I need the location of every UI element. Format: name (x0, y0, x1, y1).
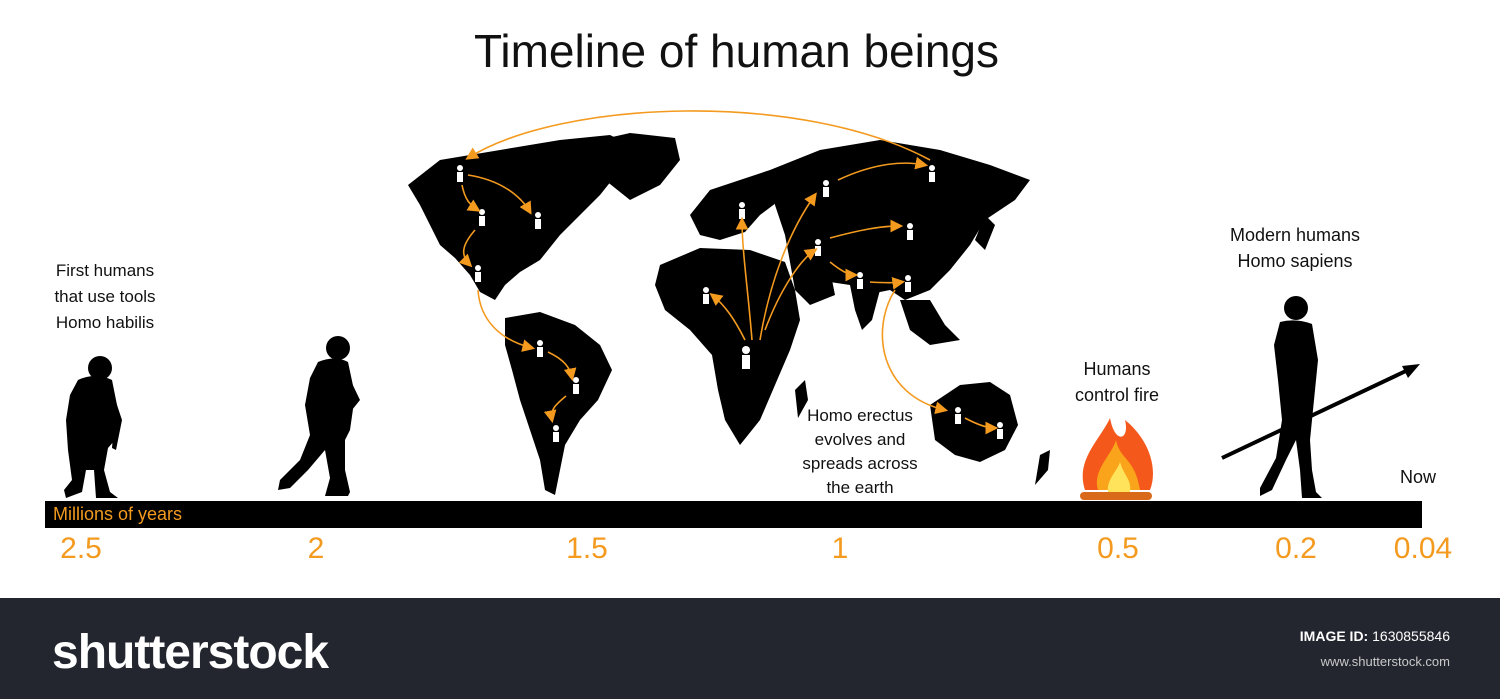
arrow (764, 248, 818, 331)
arrow (869, 277, 906, 290)
migration-arrows (458, 110, 999, 435)
walker-icon (857, 272, 863, 289)
walker-icon (997, 422, 1003, 439)
arrow (458, 229, 476, 268)
arrow (759, 192, 817, 341)
now-label: Now (1399, 467, 1436, 487)
arrow (829, 219, 904, 239)
tick-label: 0.2 (1275, 532, 1317, 565)
tick-label: 1.5 (566, 532, 608, 565)
walker-icon (479, 209, 485, 226)
tick-label: 0.5 (1097, 532, 1139, 565)
page-title: Timeline of human beings (473, 25, 1000, 77)
arrow (477, 289, 536, 352)
habilis-label: First humans that use tools Homo habilis (30, 258, 180, 336)
erectus-line-4: the earth (826, 478, 894, 497)
greenland (590, 133, 680, 200)
tick-label: 2 (307, 532, 325, 565)
timeline-bar (45, 501, 1422, 528)
fire-icon (1080, 418, 1153, 500)
axis-label: Millions of years (53, 504, 183, 524)
timeline-illustration (64, 110, 1420, 500)
southeast-asia (900, 300, 960, 345)
arrow (881, 289, 949, 415)
erectus-line-1: Homo erectus (807, 406, 913, 425)
india (850, 285, 880, 330)
walker-icon (955, 407, 961, 424)
tick-label: 0.04 (1393, 532, 1453, 565)
sapiens-line-1: Modern humans (1229, 225, 1361, 245)
image-id-value: 1630855846 (1372, 628, 1450, 644)
walker-icon (739, 202, 745, 219)
map-walkers (457, 165, 1003, 442)
spear (1221, 368, 1409, 460)
madagascar (795, 380, 808, 418)
habilis-line-2: that use tools (54, 287, 156, 306)
arrow (735, 216, 753, 341)
japan (975, 215, 995, 250)
walker-icon (457, 165, 463, 182)
walker-icon (907, 223, 913, 240)
arrow (829, 261, 859, 282)
site-url[interactable]: www.shutterstock.com (1320, 654, 1450, 669)
walker-icon (703, 287, 709, 304)
walker-icon (573, 377, 579, 394)
fire-label: Humans control fire (1052, 356, 1182, 408)
image-id-label: IMAGE ID: (1299, 628, 1369, 644)
new-zealand (1035, 450, 1050, 485)
footer (0, 598, 1500, 699)
fire-line-2: control fire (1074, 385, 1160, 405)
walker-icon (905, 275, 911, 292)
arrow (709, 293, 746, 341)
arrow-bering (465, 110, 931, 161)
erectus-line-2: evolves and (814, 430, 906, 449)
homo-sapiens-silhouette (1221, 296, 1420, 498)
arabia (790, 262, 835, 305)
walker-icon (742, 346, 750, 369)
habilis-line-3: Homo habilis (55, 313, 155, 332)
walker-icon (535, 212, 541, 229)
arrow (543, 395, 567, 424)
tick-label: 1 (831, 532, 849, 565)
sapiens-label: Modern humans Homo sapiens (1205, 222, 1385, 274)
walker-icon (475, 265, 481, 282)
erectus-line-3: spreads across (802, 454, 918, 473)
arrow (964, 417, 999, 435)
homo-erectus-silhouette (278, 336, 360, 496)
walker-icon (553, 425, 559, 442)
arrow (461, 184, 481, 212)
sapiens-line-2: Homo sapiens (1237, 251, 1353, 271)
walker-icon (815, 239, 821, 256)
homo-habilis-silhouette (64, 356, 122, 498)
arrow (837, 156, 929, 181)
walker-icon (537, 340, 543, 357)
arrow (467, 174, 532, 215)
fire-line-1: Humans (1083, 359, 1151, 379)
walker-icon (823, 180, 829, 197)
habilis-line-1: First humans (55, 261, 155, 280)
tick-label: 2.5 (60, 532, 102, 565)
brand-logo[interactable]: shutterstock (52, 626, 329, 679)
walker-icon (929, 165, 935, 182)
erectus-label: Homo erectus evolves and spreads across … (790, 404, 930, 500)
image-id: IMAGE ID: 1630855846 (1300, 628, 1450, 644)
arrow (547, 351, 577, 382)
africa (655, 248, 800, 445)
